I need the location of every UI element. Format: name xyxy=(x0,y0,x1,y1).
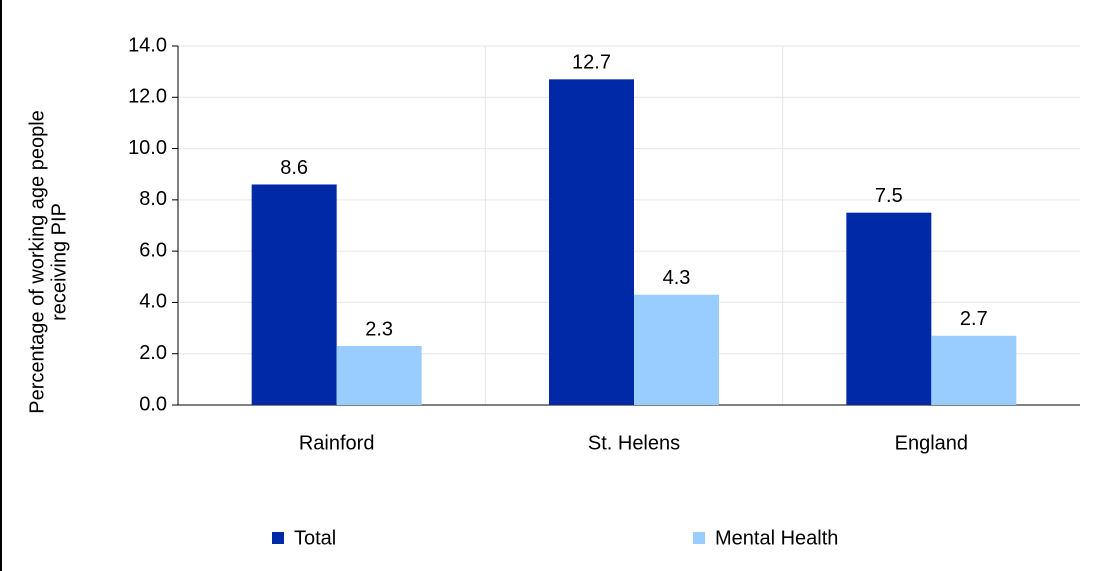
data-label: 2.3 xyxy=(365,318,393,340)
data-label: 7.5 xyxy=(875,185,903,207)
y-axis-title: receiving PIP xyxy=(48,203,70,321)
bar xyxy=(846,212,932,405)
data-label: 12.7 xyxy=(572,52,611,74)
bar xyxy=(336,346,422,405)
x-tick-label: Rainford xyxy=(299,432,375,454)
legend-label: Total xyxy=(294,527,336,549)
y-axis-title: Percentage of working age people xyxy=(26,110,48,414)
y-tick-label: 6.0 xyxy=(139,239,167,261)
y-tick-label: 8.0 xyxy=(139,188,167,210)
y-tick-label: 2.0 xyxy=(139,342,167,364)
bar xyxy=(549,79,634,405)
legend-label: Mental Health xyxy=(715,527,838,549)
x-tick-label: St. Helens xyxy=(588,432,680,454)
bar xyxy=(251,184,337,405)
x-tick-label: England xyxy=(895,432,968,454)
data-label: 4.3 xyxy=(663,267,691,289)
data-label: 2.7 xyxy=(960,308,988,330)
y-tick-label: 12.0 xyxy=(128,86,167,108)
bar xyxy=(931,335,1017,405)
y-tick-label: 0.0 xyxy=(139,393,167,415)
y-tick-label: 4.0 xyxy=(139,291,167,313)
legend-swatch xyxy=(693,532,705,544)
legend-swatch xyxy=(272,532,284,544)
y-tick-label: 10.0 xyxy=(128,137,167,159)
data-label: 8.6 xyxy=(280,157,308,179)
y-tick-label: 14.0 xyxy=(128,34,167,56)
bar xyxy=(634,294,719,405)
